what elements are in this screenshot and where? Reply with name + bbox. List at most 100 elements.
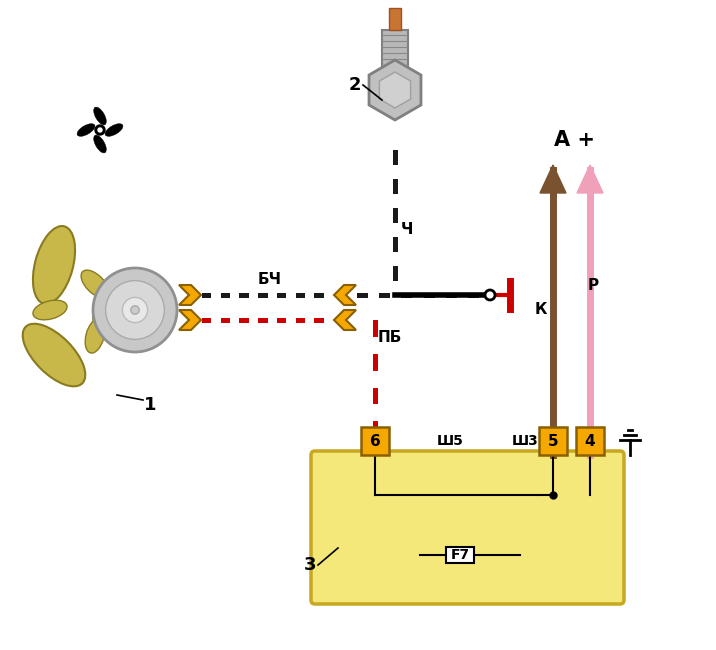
Circle shape bbox=[98, 128, 102, 132]
Polygon shape bbox=[392, 252, 397, 266]
Polygon shape bbox=[423, 292, 435, 298]
Polygon shape bbox=[221, 317, 230, 322]
Text: 5: 5 bbox=[548, 434, 558, 448]
Polygon shape bbox=[202, 292, 211, 298]
Circle shape bbox=[93, 268, 177, 352]
Text: Ш3: Ш3 bbox=[512, 434, 538, 448]
Polygon shape bbox=[445, 292, 457, 298]
Ellipse shape bbox=[93, 289, 171, 331]
Polygon shape bbox=[286, 317, 296, 322]
Ellipse shape bbox=[23, 324, 85, 386]
Polygon shape bbox=[392, 164, 397, 179]
Polygon shape bbox=[372, 320, 377, 337]
Polygon shape bbox=[230, 317, 239, 322]
Polygon shape bbox=[372, 387, 377, 404]
Text: ПБ: ПБ bbox=[378, 330, 402, 346]
Text: К: К bbox=[535, 302, 547, 317]
Polygon shape bbox=[221, 292, 230, 298]
Text: Р: Р bbox=[587, 278, 599, 292]
Polygon shape bbox=[372, 370, 377, 387]
Polygon shape bbox=[372, 438, 377, 455]
Ellipse shape bbox=[33, 300, 67, 320]
Polygon shape bbox=[412, 292, 423, 298]
Polygon shape bbox=[277, 292, 286, 298]
Text: 2: 2 bbox=[349, 76, 362, 94]
Circle shape bbox=[485, 290, 495, 300]
Ellipse shape bbox=[77, 124, 95, 136]
Polygon shape bbox=[179, 310, 201, 330]
Polygon shape bbox=[239, 292, 248, 298]
Polygon shape bbox=[435, 292, 445, 298]
Text: 1: 1 bbox=[144, 396, 156, 414]
Polygon shape bbox=[457, 292, 468, 298]
Polygon shape bbox=[392, 179, 397, 194]
Polygon shape bbox=[324, 292, 333, 298]
Polygon shape bbox=[296, 317, 305, 322]
Ellipse shape bbox=[105, 124, 123, 136]
Text: 4: 4 bbox=[585, 434, 595, 448]
Circle shape bbox=[95, 125, 105, 135]
Bar bbox=[361, 427, 389, 455]
Polygon shape bbox=[211, 317, 221, 322]
Polygon shape bbox=[268, 292, 277, 298]
Bar bbox=[539, 427, 567, 455]
Polygon shape bbox=[248, 292, 258, 298]
Polygon shape bbox=[372, 421, 377, 438]
Polygon shape bbox=[402, 292, 412, 298]
Polygon shape bbox=[379, 292, 390, 298]
Ellipse shape bbox=[33, 226, 75, 304]
Polygon shape bbox=[305, 292, 314, 298]
FancyBboxPatch shape bbox=[311, 451, 624, 604]
Bar bbox=[382, 30, 408, 85]
Polygon shape bbox=[314, 292, 324, 298]
Polygon shape bbox=[324, 317, 333, 322]
Polygon shape bbox=[392, 208, 397, 222]
Polygon shape bbox=[372, 354, 377, 370]
Polygon shape bbox=[230, 292, 239, 298]
Text: Ч: Ч bbox=[401, 222, 413, 237]
Polygon shape bbox=[179, 285, 201, 305]
Polygon shape bbox=[390, 292, 402, 298]
Text: Ш5: Ш5 bbox=[437, 434, 463, 448]
Polygon shape bbox=[392, 281, 397, 295]
Text: F7: F7 bbox=[450, 548, 470, 562]
Ellipse shape bbox=[85, 319, 105, 353]
Bar bbox=[446, 547, 474, 563]
Circle shape bbox=[131, 306, 139, 314]
Polygon shape bbox=[268, 317, 277, 322]
Polygon shape bbox=[286, 292, 296, 298]
Polygon shape bbox=[202, 317, 211, 322]
Polygon shape bbox=[392, 150, 397, 164]
Bar bbox=[576, 427, 604, 455]
Bar bbox=[389, 8, 401, 30]
Polygon shape bbox=[368, 292, 379, 298]
Polygon shape bbox=[540, 165, 566, 193]
Polygon shape bbox=[479, 292, 490, 298]
Circle shape bbox=[122, 298, 147, 322]
Polygon shape bbox=[372, 404, 377, 421]
Polygon shape bbox=[392, 194, 397, 208]
Text: 6: 6 bbox=[369, 434, 380, 448]
Polygon shape bbox=[211, 292, 221, 298]
Ellipse shape bbox=[94, 107, 107, 125]
Polygon shape bbox=[314, 317, 324, 322]
Polygon shape bbox=[239, 317, 248, 322]
Text: 3: 3 bbox=[304, 556, 316, 574]
Polygon shape bbox=[392, 237, 397, 252]
Polygon shape bbox=[258, 292, 268, 298]
Polygon shape bbox=[379, 72, 410, 108]
Polygon shape bbox=[334, 310, 356, 330]
Polygon shape bbox=[296, 292, 305, 298]
Ellipse shape bbox=[94, 135, 107, 153]
Polygon shape bbox=[334, 285, 356, 305]
Text: А +: А + bbox=[554, 130, 596, 150]
Polygon shape bbox=[248, 317, 258, 322]
Polygon shape bbox=[392, 266, 397, 281]
Polygon shape bbox=[392, 222, 397, 237]
Polygon shape bbox=[577, 165, 603, 193]
Polygon shape bbox=[277, 317, 286, 322]
Polygon shape bbox=[305, 317, 314, 322]
Circle shape bbox=[105, 281, 165, 339]
Polygon shape bbox=[258, 317, 268, 322]
Polygon shape bbox=[468, 292, 479, 298]
